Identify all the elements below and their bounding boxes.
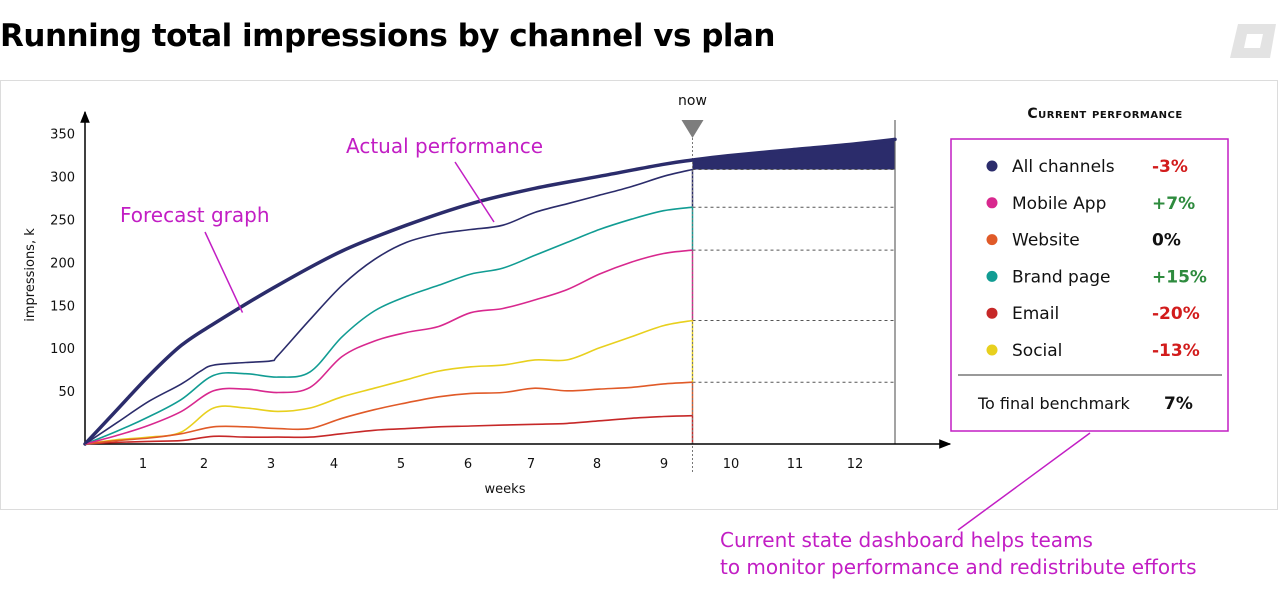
series-line-all-channels: [84, 168, 693, 445]
legend-label-email: Email: [1012, 304, 1059, 324]
legend-label-all-channels: All channels: [1012, 157, 1115, 177]
current-performance-panel: [950, 138, 1229, 432]
callout-note-line-2: to monitor performance and redistribute …: [720, 555, 1197, 579]
legend-label-mobile-app: Mobile App: [1012, 194, 1106, 214]
page-title: Running total impressions by channel vs …: [0, 18, 776, 54]
callout-note-line-1: Current state dashboard helps teams: [720, 528, 1093, 552]
panel-footer-label: To final benchmark: [977, 394, 1131, 413]
legend-change-social: -13%: [1152, 341, 1200, 361]
x-tick-label-5: 5: [397, 457, 405, 472]
x-tick-label-11: 11: [787, 457, 804, 472]
forecast-line: [83, 137, 897, 446]
legend-change-website: 0%: [1152, 231, 1181, 251]
x-tick-label-7: 7: [527, 457, 535, 472]
actual-annotation: Actual performance: [346, 134, 543, 158]
x-tick-label-6: 6: [464, 457, 472, 472]
y-tick-label-250: 250: [50, 214, 75, 229]
x-tick-label-8: 8: [593, 457, 601, 472]
chart-frame: [0, 80, 1278, 510]
series-line-mobile-app: [84, 249, 693, 445]
y-axis-label: impressions, k: [23, 228, 38, 322]
series-line-brand-page: [84, 206, 693, 445]
legend-change-email: -20%: [1152, 304, 1200, 324]
legend-change-brand-page: +15%: [1152, 267, 1207, 287]
y-tick-label-100: 100: [50, 342, 75, 357]
y-tick-label-150: 150: [50, 299, 75, 314]
x-axis-label: weeks: [485, 482, 526, 497]
forecast-annotation-leader: [204, 231, 244, 313]
legend-dot-social: [986, 344, 998, 356]
y-tick-label-300: 300: [50, 171, 75, 186]
series-line-email: [84, 414, 693, 445]
x-tick-label-2: 2: [200, 457, 208, 472]
actual-annotation-leader: [454, 161, 495, 223]
y-tick-label-200: 200: [50, 256, 75, 271]
x-tick-label-4: 4: [330, 457, 338, 472]
legend-dot-email: [986, 307, 998, 319]
series-line-website: [84, 381, 693, 445]
legend-dot-mobile-app: [986, 197, 998, 209]
now-marker-icon: [681, 120, 704, 138]
legend-change-mobile-app: +7%: [1152, 194, 1195, 214]
panel-footer-value: 7%: [1164, 394, 1193, 414]
legend-label-brand-page: Brand page: [1012, 267, 1111, 287]
legend-dot-all-channels: [986, 160, 998, 172]
now-label: now: [678, 93, 707, 109]
forecast-gap-band: [692, 139, 895, 170]
panel-heading: Current performance: [1027, 106, 1182, 122]
callout-note: Current state dashboard helps teams to m…: [720, 527, 1197, 581]
x-tick-label-10: 10: [723, 457, 740, 472]
legend-dot-website: [986, 234, 998, 246]
forecast-annotation: Forecast graph: [120, 203, 270, 227]
brand-logo-icon: [1230, 24, 1276, 58]
legend-change-all-channels: -3%: [1152, 157, 1188, 177]
legend-dot-brand-page: [986, 270, 998, 282]
x-tick-label-9: 9: [660, 457, 668, 472]
note-leader-line: [957, 432, 1091, 531]
legend-label-social: Social: [1012, 341, 1062, 361]
series-line-social: [84, 319, 693, 445]
x-tick-label-12: 12: [847, 457, 864, 472]
y-tick-label-350: 350: [50, 128, 75, 143]
x-tick-label-3: 3: [267, 457, 275, 472]
y-tick-label-50: 50: [58, 385, 75, 400]
legend-label-website: Website: [1012, 231, 1080, 251]
x-tick-label-1: 1: [139, 457, 147, 472]
